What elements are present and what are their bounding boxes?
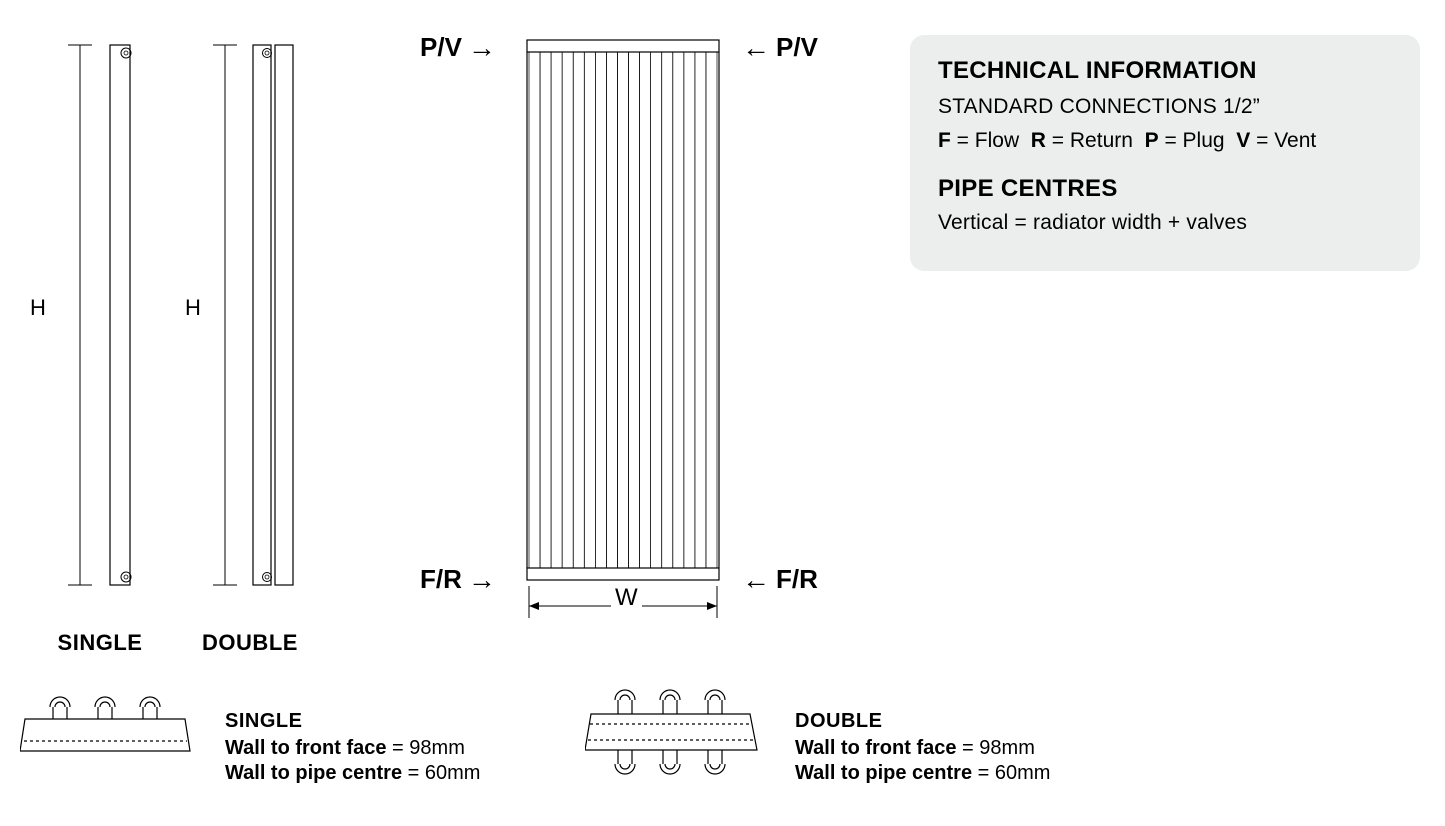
fr-label-br: F/R <box>776 564 818 595</box>
single-xsec-svg <box>20 695 200 775</box>
legend: F = Flow R = Return P = Plug V = Vent <box>938 129 1392 153</box>
double-side-svg <box>205 35 315 595</box>
double-h-label: H <box>185 295 201 321</box>
ptr-top-left: P/V → <box>420 32 496 63</box>
legend-p-val: Plug <box>1183 129 1225 152</box>
double-pipe-label: Wall to pipe centre <box>795 762 972 784</box>
fr-label-bl: F/R <box>420 564 462 595</box>
side-view-double: H <box>205 35 315 595</box>
pipe-centres-title: PIPE CENTRES <box>938 175 1392 203</box>
double-front-label: Wall to front face <box>795 737 956 759</box>
single-spec: SINGLE Wall to front face = 98mm Wall to… <box>225 710 480 787</box>
legend-v-key: V <box>1236 129 1250 152</box>
cross-section-double <box>585 688 765 798</box>
arrow-left-icon: ← <box>742 34 770 62</box>
single-h-label: H <box>30 295 46 321</box>
front-view-svg <box>525 38 725 628</box>
legend-f-val: Flow <box>975 129 1019 152</box>
cross-section-single <box>20 695 200 775</box>
single-pipe-val: 60mm <box>425 762 481 784</box>
double-pipe-val: 60mm <box>995 762 1051 784</box>
ptr-bottom-right: ← F/R <box>742 564 818 595</box>
pv-label-tl: P/V <box>420 32 462 63</box>
connections-line: STANDARD CONNECTIONS 1/2” <box>938 95 1392 119</box>
double-spec: DOUBLE Wall to front face = 98mm Wall to… <box>795 710 1050 787</box>
front-view: W <box>525 38 725 628</box>
ptr-bottom-left: F/R → <box>420 564 496 595</box>
single-side-svg <box>60 35 150 595</box>
double-caption: DOUBLE <box>200 630 300 656</box>
pv-label-tr: P/V <box>776 32 818 63</box>
single-caption: SINGLE <box>50 630 150 656</box>
tech-info-title: TECHNICAL INFORMATION <box>938 57 1392 85</box>
side-view-single: H <box>60 35 150 595</box>
legend-r-key: R <box>1031 129 1046 152</box>
legend-v-val: Vent <box>1274 129 1316 152</box>
ptr-top-right: ← P/V <box>742 32 818 63</box>
arrow-right-icon: → <box>468 34 496 62</box>
single-front-val: 98mm <box>409 737 465 759</box>
single-spec-title: SINGLE <box>225 710 480 733</box>
double-front-val: 98mm <box>979 737 1035 759</box>
pipe-centres-text: Vertical = radiator width + valves <box>938 211 1392 235</box>
double-spec-title: DOUBLE <box>795 710 1050 733</box>
arrow-left-icon: ← <box>742 566 770 594</box>
w-label: W <box>611 584 642 612</box>
single-pipe-label: Wall to pipe centre <box>225 762 402 784</box>
legend-p-key: P <box>1145 129 1159 152</box>
single-front-label: Wall to front face <box>225 737 386 759</box>
legend-r-val: Return <box>1070 129 1133 152</box>
legend-f-key: F <box>938 129 951 152</box>
tech-info-panel: TECHNICAL INFORMATION STANDARD CONNECTIO… <box>910 35 1420 271</box>
arrow-right-icon: → <box>468 566 496 594</box>
double-xsec-svg <box>585 688 765 798</box>
